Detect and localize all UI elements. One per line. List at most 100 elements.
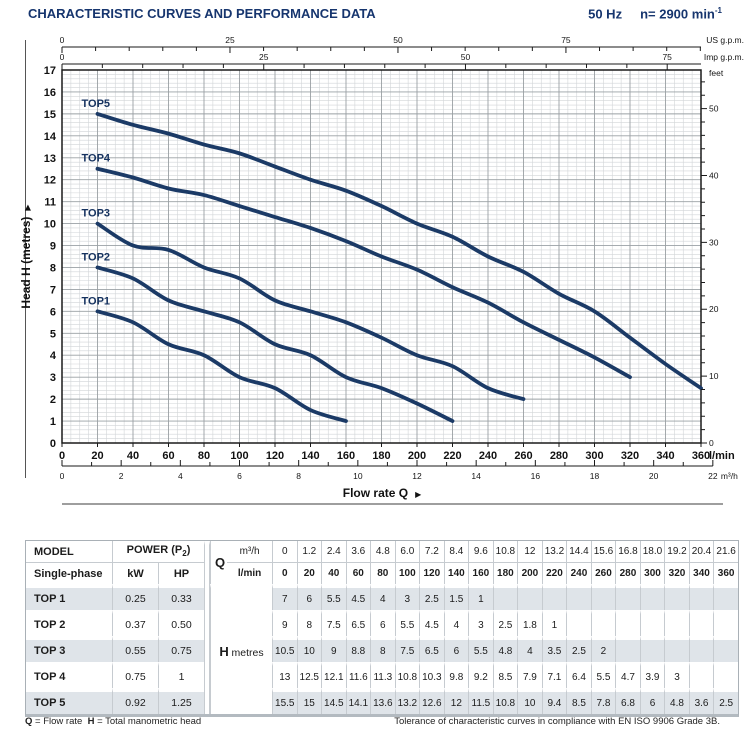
q-m3h-value: 8.4 <box>443 541 469 562</box>
h-value <box>590 610 616 636</box>
h-value: 3.9 <box>639 662 665 688</box>
hp-value: 0.50 <box>158 610 204 636</box>
h-value: 4.8 <box>664 688 689 714</box>
axis-tick-label: 25 <box>225 35 235 45</box>
h-value: 4 <box>370 584 395 610</box>
h-value: 8.5 <box>566 688 591 714</box>
grid-major <box>62 70 701 443</box>
model-cell: TOP 1 <box>26 584 112 610</box>
h-value: 3.6 <box>688 688 714 714</box>
axis-tick-label: 9 <box>50 241 56 253</box>
axis-tick-label: 17 <box>44 65 56 77</box>
h-value <box>517 584 542 610</box>
frequency-speed: 50 Hz n= 2900 min-1 <box>588 6 722 21</box>
h-value: 14.5 <box>321 688 346 714</box>
axis-tick-label: 20 <box>709 304 719 314</box>
axis-tick-label: 10 <box>709 371 719 381</box>
h-value: 12.1 <box>321 662 346 688</box>
axis-tick-label: 75 <box>662 52 672 62</box>
h-value <box>713 584 738 610</box>
h-value <box>688 662 714 688</box>
q-lmin-value: 340 <box>688 562 714 584</box>
q-m3h-unit: m³/h <box>227 541 272 563</box>
h-value: 6 <box>296 584 322 610</box>
single-phase-header: Single-phase <box>26 562 112 584</box>
q-lmin-value: 100 <box>394 562 420 584</box>
h-value: 10.8 <box>394 662 420 688</box>
axis-tick-label: 12 <box>412 471 422 481</box>
curve-label-TOP3: TOP3 <box>82 208 111 220</box>
axis-tick-label: 22 <box>708 471 718 481</box>
axis-tick-label: 0 <box>60 471 65 481</box>
h-value: 1 <box>541 610 567 636</box>
axis-tick-label: 8 <box>50 262 56 274</box>
axis-tick-label: 2 <box>119 471 124 481</box>
curve-TOP2 <box>95 265 455 423</box>
curve-label-TOP5: TOP5 <box>82 98 111 110</box>
curve-TOP5 <box>95 111 703 391</box>
h-value: 13.2 <box>394 688 420 714</box>
q-symbol: Q <box>215 555 226 570</box>
h-value: 9.4 <box>541 688 567 714</box>
axis-tick-label: 340 <box>656 450 674 462</box>
q-lmin-value: 0 <box>272 562 297 584</box>
model-cell: TOP 5 <box>26 688 112 714</box>
axis-tick-label: 140 <box>301 450 319 462</box>
model-cell: TOP 3 <box>26 636 112 662</box>
q-m3h-value: 15.6 <box>590 541 616 562</box>
table-row-top4: TOP 4 0.75 1 13 12.5 12.1 11.6 11.3 10.8 10.3 9.8 9… <box>26 662 738 688</box>
h-value: 7 <box>272 584 297 610</box>
h-value: 10 <box>296 636 322 662</box>
q-lmin-value: 160 <box>468 562 493 584</box>
footnote-tolerance: Tolerance of characteristic curves in co… <box>394 716 720 727</box>
curve-label-TOP2: TOP2 <box>82 251 111 263</box>
q-lmin-value: 120 <box>419 562 444 584</box>
page-title: CHARACTERISTIC CURVES AND PERFORMANCE DA… <box>28 6 376 21</box>
axis-tick-label: 16 <box>44 87 56 99</box>
h-value <box>615 584 640 610</box>
h-value: 10.5 <box>272 636 297 662</box>
frequency-label: 50 Hz <box>588 6 623 22</box>
q-lmin-value: 80 <box>370 562 395 584</box>
q-m3h-value: 4.8 <box>370 541 395 562</box>
axis-tick-label: 200 <box>408 450 426 462</box>
kw-value: 0.37 <box>112 610 158 636</box>
model-cell: TOP 2 <box>26 610 112 636</box>
h-value <box>664 636 689 662</box>
curve-TOP1 <box>95 309 348 423</box>
h-value: 10 <box>517 688 542 714</box>
h-value: 8.8 <box>345 636 371 662</box>
h-value: 8 <box>370 636 395 662</box>
axis-tick-label: 280 <box>550 450 568 462</box>
hp-value: 0.33 <box>158 584 204 610</box>
kw-header: kW <box>112 562 158 584</box>
axis-tick-label: 160 <box>337 450 355 462</box>
h-value: 15 <box>296 688 322 714</box>
q-m3h-value: 14.4 <box>566 541 591 562</box>
h-value <box>590 584 616 610</box>
q-m3h-value: 3.6 <box>345 541 371 562</box>
q-lmin-value: 260 <box>590 562 616 584</box>
h-value <box>492 584 518 610</box>
h-value: 6 <box>443 636 469 662</box>
h-value: 5.5 <box>590 662 616 688</box>
curve-label-TOP1: TOP1 <box>82 295 111 307</box>
h-value: 4.5 <box>345 584 371 610</box>
h-value: 9 <box>321 636 346 662</box>
h-value <box>615 610 640 636</box>
h-value: 1 <box>468 584 493 610</box>
h-value: 3 <box>664 662 689 688</box>
power-header: POWER (P2) <box>112 541 204 562</box>
axis-tick-label: 120 <box>266 450 284 462</box>
h-value <box>639 636 665 662</box>
h-value <box>688 636 714 662</box>
axis-tick-label: 25 <box>259 52 269 62</box>
axis-unit-label: l/min <box>709 450 735 462</box>
q-m3h-value: 6.0 <box>394 541 420 562</box>
q-m3h-value: 18.0 <box>639 541 665 562</box>
axis-tick-label: 12 <box>44 175 56 187</box>
axis-tick-label: 20 <box>649 471 659 481</box>
q-lmin-value: 140 <box>443 562 469 584</box>
h-value: 2.5 <box>492 610 518 636</box>
